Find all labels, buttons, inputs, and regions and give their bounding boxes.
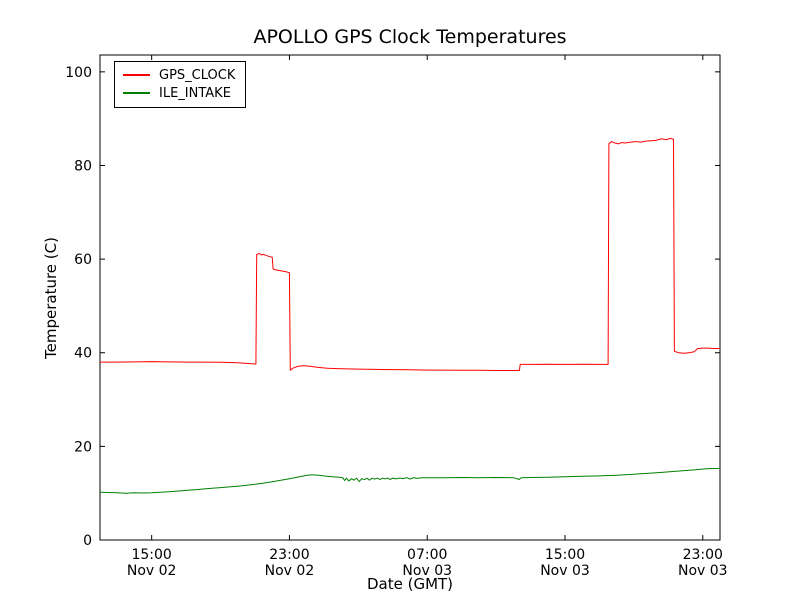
x-tick-date: Nov 02 [127,563,177,579]
x-tick-time: 23:00 [683,547,723,563]
gps-clock-line [100,137,720,372]
x-tick-date: Nov 03 [540,563,590,579]
y-tick-label: 40 [74,346,92,362]
x-tick-time: 15:00 [131,547,171,563]
x-tick-time: 23:00 [269,547,309,563]
x-axis-label: Date (GMT) [366,575,454,593]
ile-intake-line-sample [123,92,150,94]
y-axis-label: Temperature (C) [42,237,60,359]
gps-clock-line-sample [123,74,150,76]
ile-intake-line [99,467,721,494]
legend-item-ile-intake: ILE_INTAKE [123,84,235,102]
legend-label-ile-intake: ILE_INTAKE [159,85,231,101]
x-tick-date: Nov 02 [265,563,315,579]
y-tick-label: 20 [74,439,92,455]
y-tick-label: 0 [83,533,92,549]
x-tick-date: Nov 03 [402,563,452,579]
axes-frame [99,54,721,541]
y-tick-label: 60 [74,252,92,268]
y-tick-label: 100 [65,65,92,81]
legend: GPS_CLOCK ILE_INTAKE [114,61,247,108]
x-tick-date: Nov 03 [678,563,728,579]
chart-title: APOLLO GPS Clock Temperatures [253,26,567,48]
legend-label-gps-clock: GPS_CLOCK [159,67,236,83]
y-tick-label: 80 [74,158,92,174]
x-tick-time: 07:00 [407,547,447,563]
legend-item-gps-clock: GPS_CLOCK [123,66,235,84]
x-tick-time: 15:00 [545,547,585,563]
